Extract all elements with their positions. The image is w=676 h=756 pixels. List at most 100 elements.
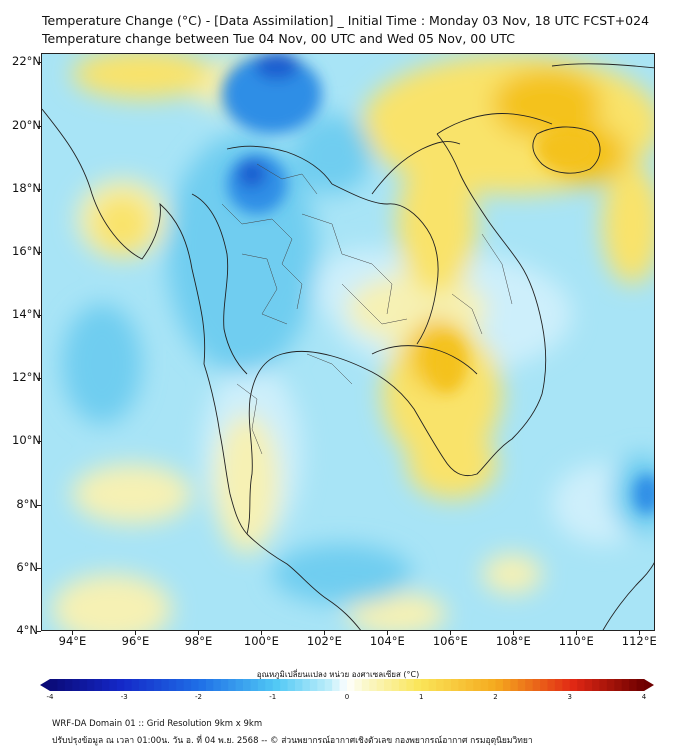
colorbar-segment xyxy=(636,679,645,691)
colorbar-segment xyxy=(450,679,459,691)
colorbar-tick-label: -3 xyxy=(120,693,128,701)
colorbar-max-arrow xyxy=(644,679,654,691)
latitude-label: 4°N xyxy=(16,623,38,637)
colorbar-segment xyxy=(376,679,385,691)
temperature-change-map xyxy=(42,54,654,630)
colorbar-segment xyxy=(606,679,615,691)
colorbar-segment xyxy=(124,679,133,691)
longitude-label: 100°E xyxy=(243,634,279,648)
colorbar-segment xyxy=(592,679,600,691)
longitude-tick xyxy=(72,631,74,635)
field-patch xyxy=(407,429,497,499)
field-patch xyxy=(72,464,192,524)
province-line xyxy=(481,233,513,305)
latitude-tick xyxy=(37,188,41,190)
colorbar-segment xyxy=(146,679,155,691)
colorbar-tick-label: 1 xyxy=(419,693,424,701)
longitude-label: 112°E xyxy=(621,634,657,648)
colorbar-segment xyxy=(391,679,400,691)
colorbar-segment xyxy=(339,679,348,691)
field-patch xyxy=(347,592,447,630)
colorbar-segment xyxy=(101,679,110,691)
province-line xyxy=(241,253,288,325)
colorbar-segment xyxy=(228,679,237,691)
longitude-tick xyxy=(513,631,515,635)
colorbar-segment xyxy=(176,679,185,691)
coastline-thai-peninsula xyxy=(246,533,361,630)
colorbar-segment xyxy=(525,679,534,691)
coastline-gulf-of-thailand xyxy=(246,133,547,535)
colorbar-segment xyxy=(614,679,623,691)
colorbar-segment xyxy=(317,679,326,691)
colorbar-segment xyxy=(94,679,103,691)
colorbar-segment xyxy=(354,679,363,691)
latitude-label: 16°N xyxy=(12,243,41,258)
latitude-tick xyxy=(37,62,41,64)
colorbar-segment xyxy=(272,679,281,691)
colorbar-segment xyxy=(139,679,147,691)
map-panel xyxy=(41,53,655,631)
colorbar-segment xyxy=(480,679,489,691)
colorbar-segment xyxy=(406,679,415,691)
colorbar-segment xyxy=(324,679,333,691)
longitude-label: 96°E xyxy=(121,634,150,648)
coastline-china-south xyxy=(551,63,654,69)
colorbar-segment xyxy=(436,679,444,691)
colorbar-segment xyxy=(569,679,578,691)
colorbar-segment xyxy=(547,679,556,691)
chart-title: Temperature Change (°C) - [Data Assimila… xyxy=(42,13,650,28)
province-line xyxy=(451,293,483,335)
field-patch xyxy=(633,474,654,514)
colorbar-segment xyxy=(458,679,467,691)
colorbar-segment xyxy=(421,679,430,691)
colorbar-segment xyxy=(280,679,288,691)
colorbar-segment xyxy=(584,679,593,691)
colorbar-tick-label: 0 xyxy=(344,693,350,701)
border-cambodia xyxy=(371,345,478,375)
colorbar-segment xyxy=(413,679,422,691)
colorbar-segment xyxy=(428,679,437,691)
latitude-label: 12°N xyxy=(12,370,41,385)
field-patch xyxy=(429,336,465,392)
colorbar-segment xyxy=(64,679,73,691)
longitude-label: 102°E xyxy=(306,634,342,648)
colorbar-title: อุณหภูมิเปลี่ยนแปลง หน่วย องศาเซลเซียส (… xyxy=(256,670,420,679)
field-patch xyxy=(62,304,142,424)
colorbar-segment xyxy=(495,679,504,691)
colorbar-segment xyxy=(398,679,407,691)
colorbar-tick-label: -4 xyxy=(46,693,54,701)
latitude-tick xyxy=(37,378,41,380)
footer-credit: ปรับปรุงข้อมูล ณ เวลา 01:00น. วัน อ. ที่… xyxy=(52,736,533,746)
colorbar-segment xyxy=(554,679,563,691)
province-line xyxy=(306,353,353,385)
colorbar-segment xyxy=(369,679,378,691)
field-patch xyxy=(238,160,266,188)
field-patch xyxy=(215,414,279,554)
latitude-label: 22°N xyxy=(12,54,41,69)
border-laos-vietnam xyxy=(371,141,461,195)
colorbar-segment xyxy=(57,679,66,691)
field-patch xyxy=(272,544,412,604)
colorbar-segment xyxy=(309,679,318,691)
colorbar-segment xyxy=(488,679,496,691)
colorbar-min-arrow xyxy=(40,679,50,691)
latitude-tick xyxy=(37,125,41,127)
colorbar-segment xyxy=(287,679,296,691)
colorbar-tick-label: 4 xyxy=(641,693,647,701)
colorbar-segment xyxy=(265,679,274,691)
longitude-tick xyxy=(639,631,641,635)
colorbar-segment xyxy=(50,679,58,691)
colorbar-segment xyxy=(161,679,170,691)
province-lines xyxy=(221,163,513,455)
longitude-label: 104°E xyxy=(369,634,405,648)
latitude-tick xyxy=(37,315,41,317)
colorbar-segment xyxy=(116,679,125,691)
colorbar-segment xyxy=(517,679,526,691)
longitude-tick xyxy=(324,631,326,635)
province-line xyxy=(236,383,263,455)
latitude-tick xyxy=(37,251,41,253)
colorbar-tick-label: -2 xyxy=(195,693,202,701)
field-patch xyxy=(537,129,597,169)
colorbar-segment xyxy=(257,679,266,691)
longitude-tick xyxy=(387,631,389,635)
